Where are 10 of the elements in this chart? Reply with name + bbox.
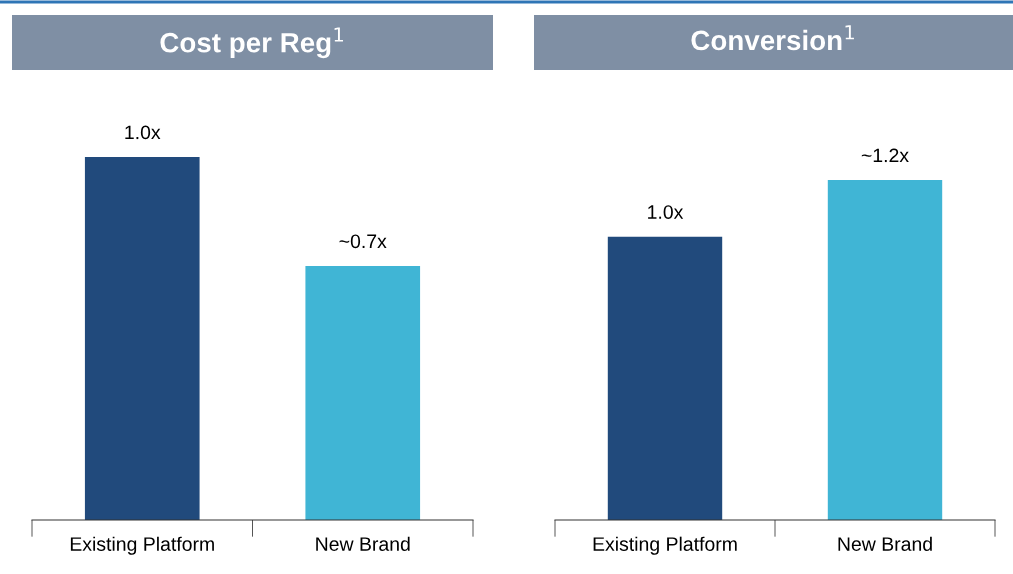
x-tick-label: New Brand <box>838 536 932 551</box>
x-tick-label: Existing Platform <box>593 536 737 555</box>
data-label: ~1.2x <box>861 148 909 163</box>
data-label: 1.0x <box>648 205 684 219</box>
x-tick-label: Existing Platform <box>70 536 214 555</box>
x-tick-label: New Brand <box>316 536 410 551</box>
data-label: 1.0x <box>125 125 161 140</box>
chart-title: Conversion$^{1}$ <box>691 25 854 51</box>
data-label: ~0.7x <box>339 234 387 249</box>
chart-title: Cost per Reg$^{1}$ <box>160 27 344 59</box>
